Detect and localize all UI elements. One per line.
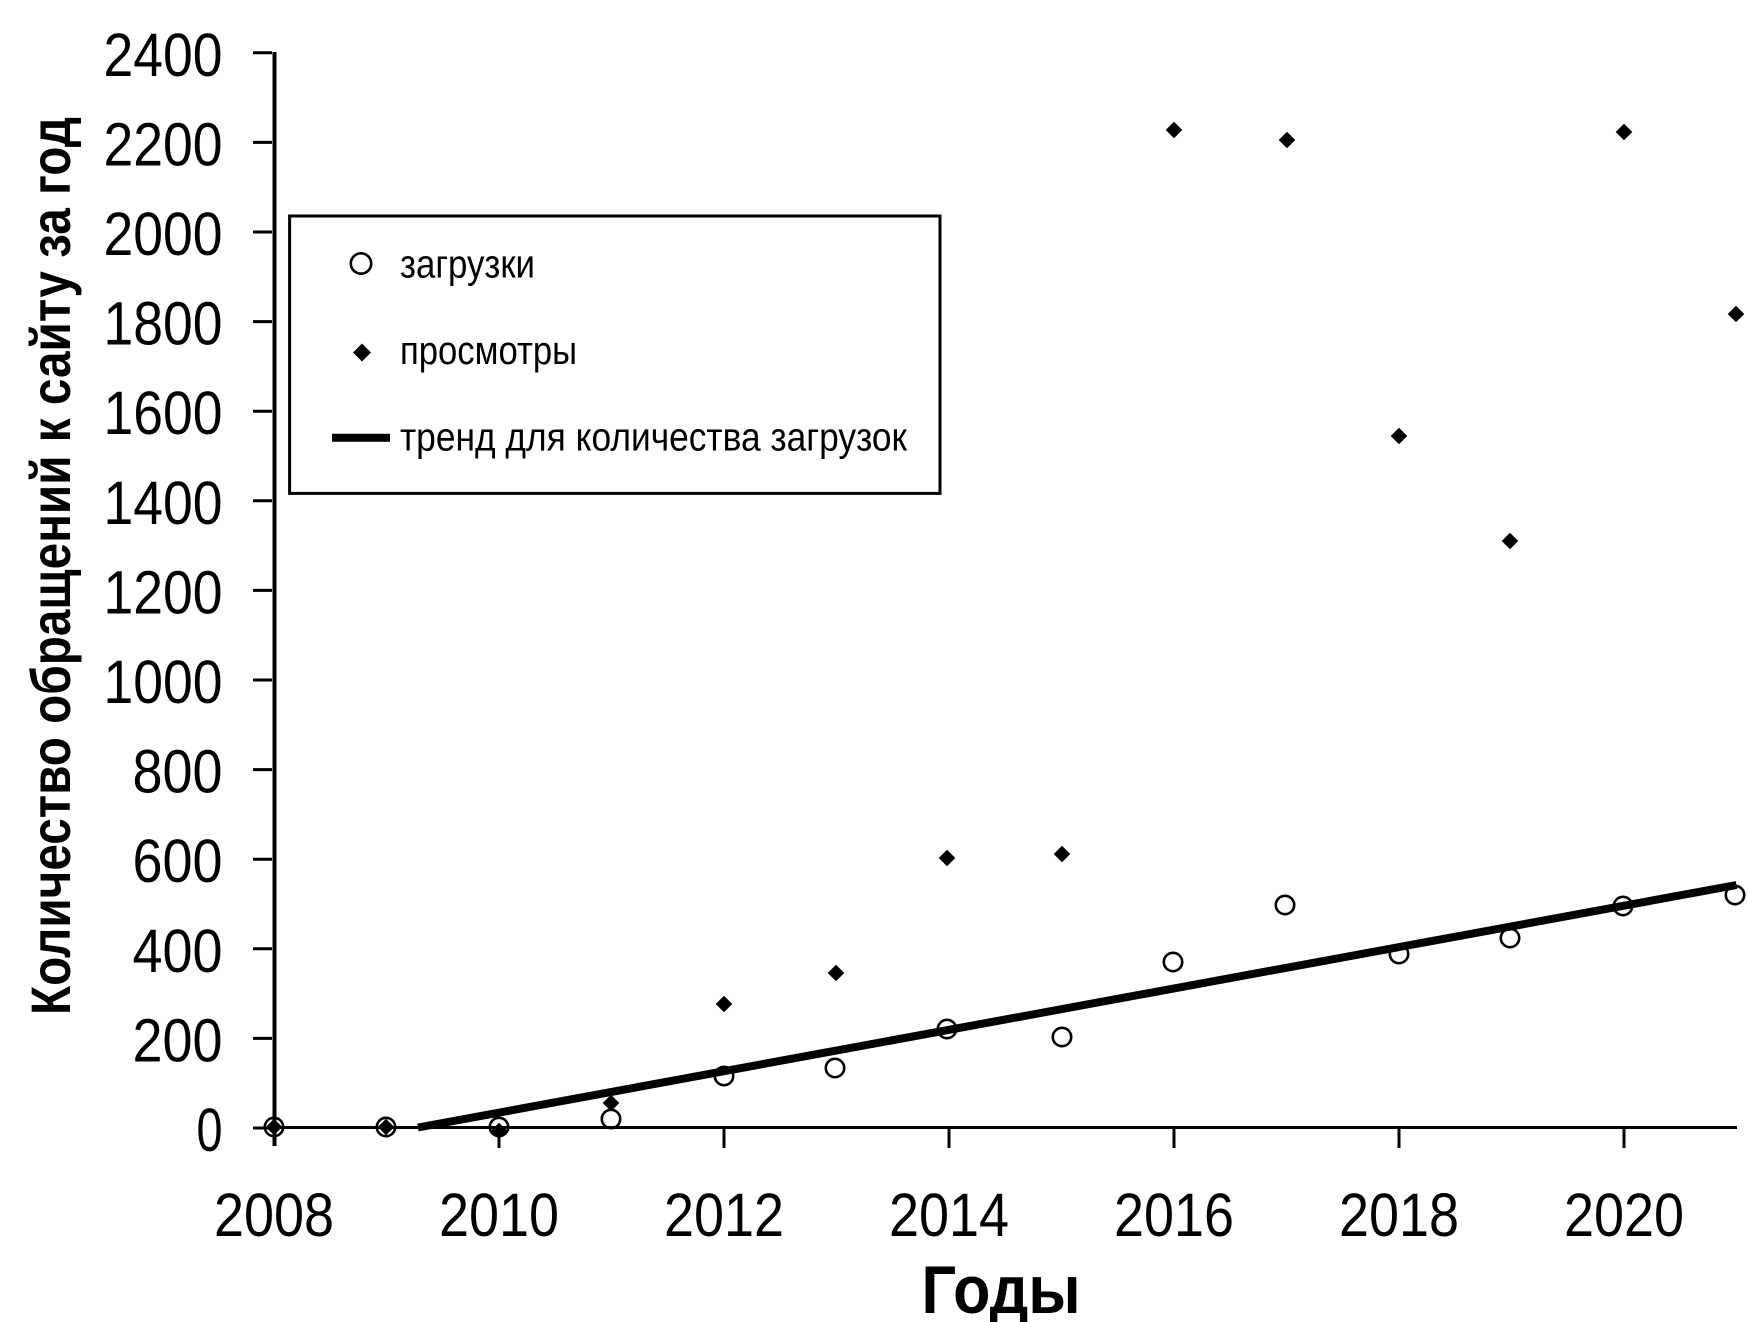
svg-text:1600: 1600 <box>104 379 223 447</box>
svg-text:2200: 2200 <box>104 110 223 178</box>
svg-text:2020: 2020 <box>1564 1181 1684 1249</box>
svg-text:0: 0 <box>197 1096 223 1164</box>
svg-text:600: 600 <box>133 827 223 895</box>
svg-text:2016: 2016 <box>1114 1181 1234 1249</box>
svg-text:2010: 2010 <box>439 1181 559 1249</box>
svg-text:2014: 2014 <box>889 1181 1009 1249</box>
svg-text:загрузки: загрузки <box>400 243 535 287</box>
svg-text:Количество обращений к сайту з: Количество обращений к сайту за год <box>19 117 82 1015</box>
svg-text:2400: 2400 <box>104 21 223 89</box>
svg-text:1200: 1200 <box>104 558 223 626</box>
svg-text:200: 200 <box>133 1006 223 1074</box>
svg-text:2008: 2008 <box>214 1181 334 1249</box>
svg-text:800: 800 <box>133 738 223 806</box>
svg-text:тренд для количества загрузок: тренд для количества загрузок <box>400 416 907 460</box>
svg-text:2012: 2012 <box>664 1181 784 1249</box>
svg-text:2018: 2018 <box>1339 1181 1459 1249</box>
svg-text:400: 400 <box>133 917 223 985</box>
svg-text:Годы: Годы <box>922 1252 1081 1322</box>
svg-text:1400: 1400 <box>104 469 223 537</box>
svg-text:1800: 1800 <box>104 290 223 358</box>
svg-text:просмотры: просмотры <box>400 329 577 373</box>
svg-text:2000: 2000 <box>104 200 223 268</box>
svg-text:1000: 1000 <box>104 648 223 716</box>
